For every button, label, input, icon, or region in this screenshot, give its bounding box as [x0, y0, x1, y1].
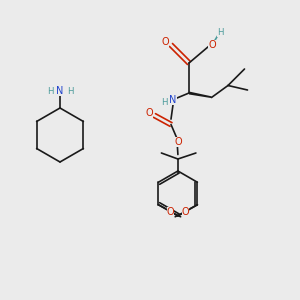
Text: H: H [67, 87, 73, 96]
Text: H: H [161, 98, 168, 107]
Text: O: O [162, 37, 170, 47]
Text: N: N [56, 86, 64, 97]
Text: H: H [47, 87, 53, 96]
Text: O: O [174, 137, 182, 147]
Text: O: O [182, 207, 189, 217]
Text: O: O [167, 207, 174, 217]
Text: N: N [169, 94, 177, 105]
Polygon shape [189, 92, 212, 98]
Text: O: O [145, 108, 153, 118]
Text: H: H [217, 28, 224, 37]
Text: O: O [208, 40, 216, 50]
